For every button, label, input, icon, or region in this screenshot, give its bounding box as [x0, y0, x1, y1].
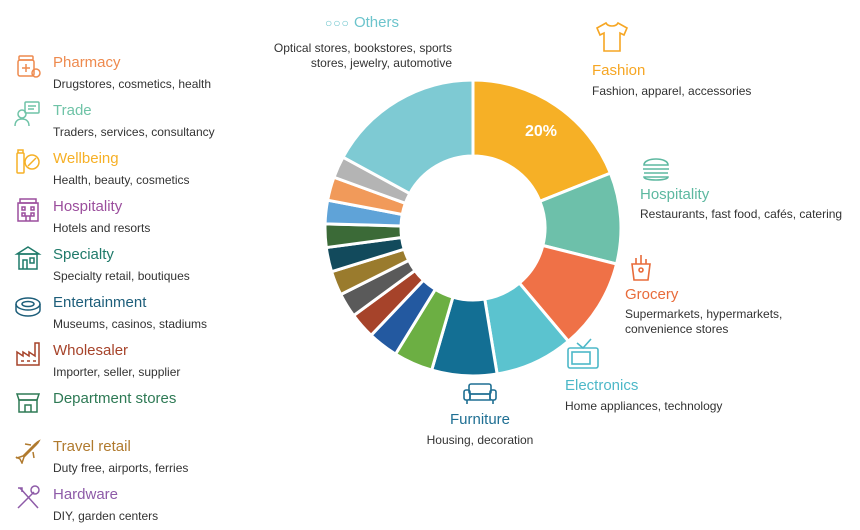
- callout-title: Fashion: [592, 62, 646, 79]
- legend-title: Wholesaler: [53, 342, 129, 359]
- legend-description: Health, beauty, cosmetics: [53, 173, 190, 187]
- donut-segment-fashion: [471, 78, 612, 203]
- callout-electronics: Electronics Home appliances, technology: [565, 335, 722, 414]
- legend-item-trade: Trade Traders, services, consultancy: [12, 98, 252, 146]
- legend-title: Department stores: [53, 390, 177, 407]
- callout-description: Supermarkets, hypermarkets, convenience …: [625, 307, 783, 336]
- tshirt-icon: [595, 21, 629, 52]
- tv-icon: [567, 338, 599, 369]
- legend-title: Entertainment: [53, 294, 147, 311]
- legend-item-travel-retail: Travel retail Duty free, airports, ferri…: [12, 434, 252, 482]
- legend-title: Wellbeing: [53, 150, 119, 167]
- burger-icon: [643, 158, 669, 181]
- trade-icon: [14, 101, 40, 127]
- legend-description: Hotels and resorts: [53, 221, 151, 235]
- callout-description: Housing, decoration: [426, 433, 534, 447]
- callout-title: Grocery: [625, 286, 679, 303]
- donut-segment-others: [341, 78, 475, 196]
- callout-description: Optical stores, bookstores, sports store…: [273, 41, 452, 70]
- pharmacy-icon: [17, 55, 41, 78]
- legend-item-wholesaler: Wholesaler Importer, seller, supplier: [12, 338, 252, 386]
- callout-fashion: Fashion Fashion, apparel, accessories: [592, 20, 751, 99]
- boutique-icon: [14, 246, 42, 270]
- others-title: Others: [353, 14, 399, 31]
- legend-description: DIY, garden centers: [53, 509, 159, 523]
- legend-item-hospitality: Hospitality Hotels and resorts: [12, 194, 252, 242]
- factory-icon: [16, 342, 40, 366]
- legend-item-specialty: Specialty Specialty retail, boutiques: [12, 242, 252, 290]
- airplane-icon: [15, 439, 41, 464]
- callout-description: Fashion, apparel, accessories: [592, 84, 752, 98]
- callout-others: ○○○ Others Optical stores, bookstores, s…: [262, 14, 462, 71]
- legend-description: Specialty retail, boutiques: [53, 269, 190, 283]
- callout-furniture: Furniture Housing, decoration: [412, 382, 548, 448]
- legend-title: Hardware: [53, 486, 119, 503]
- sofa-icon: [463, 383, 497, 404]
- callout-title: ○○○ Others: [262, 14, 462, 31]
- stadium-icon: [15, 297, 41, 317]
- legend-description: Drugstores, cosmetics, health: [53, 77, 212, 91]
- legend-title: Travel retail: [53, 438, 131, 455]
- callout-description: Home appliances, technology: [565, 399, 723, 413]
- tools-icon: [17, 485, 40, 509]
- legend-title: Specialty: [53, 246, 114, 263]
- callout-description: Restaurants, fast food, cafés, catering: [640, 207, 843, 221]
- legend-title: Hospitality: [53, 198, 123, 215]
- hotel-icon: [17, 198, 39, 222]
- legend-item-department-stores: Department stores: [12, 386, 252, 434]
- legend-description: Museums, casinos, stadiums: [53, 317, 208, 331]
- others-circles-icon: ○○○: [325, 16, 350, 30]
- callout-grocery: Grocery Supermarkets, hypermarkets, conv…: [625, 252, 795, 337]
- fashion-percent-label: 20%: [525, 123, 557, 140]
- wellbeing-icon: [16, 149, 40, 174]
- callout-title: Electronics: [565, 377, 639, 394]
- grocery-bag-icon: [631, 255, 651, 281]
- callout-title: Furniture: [449, 411, 511, 428]
- donut-chart: 20%: [323, 78, 623, 378]
- donut-segments: [323, 78, 623, 378]
- legend-title: Pharmacy: [53, 54, 121, 71]
- legend-description: Traders, services, consultancy: [53, 125, 215, 139]
- legend-item-pharmacy: Pharmacy Drugstores, cosmetics, health: [12, 50, 252, 98]
- legend-description: Importer, seller, supplier: [53, 365, 181, 379]
- legend-item-entertainment: Entertainment Museums, casinos, stadiums: [12, 290, 252, 338]
- legend-title: Trade: [53, 102, 92, 119]
- legend-item-wellbeing: Wellbeing Health, beauty, cosmetics: [12, 146, 252, 194]
- callout-hospitality: Hospitality Restaurants, fast food, café…: [640, 153, 842, 222]
- callout-title: Hospitality: [640, 186, 710, 203]
- legend-description: Duty free, airports, ferries: [53, 461, 189, 475]
- store-icon: [15, 393, 41, 413]
